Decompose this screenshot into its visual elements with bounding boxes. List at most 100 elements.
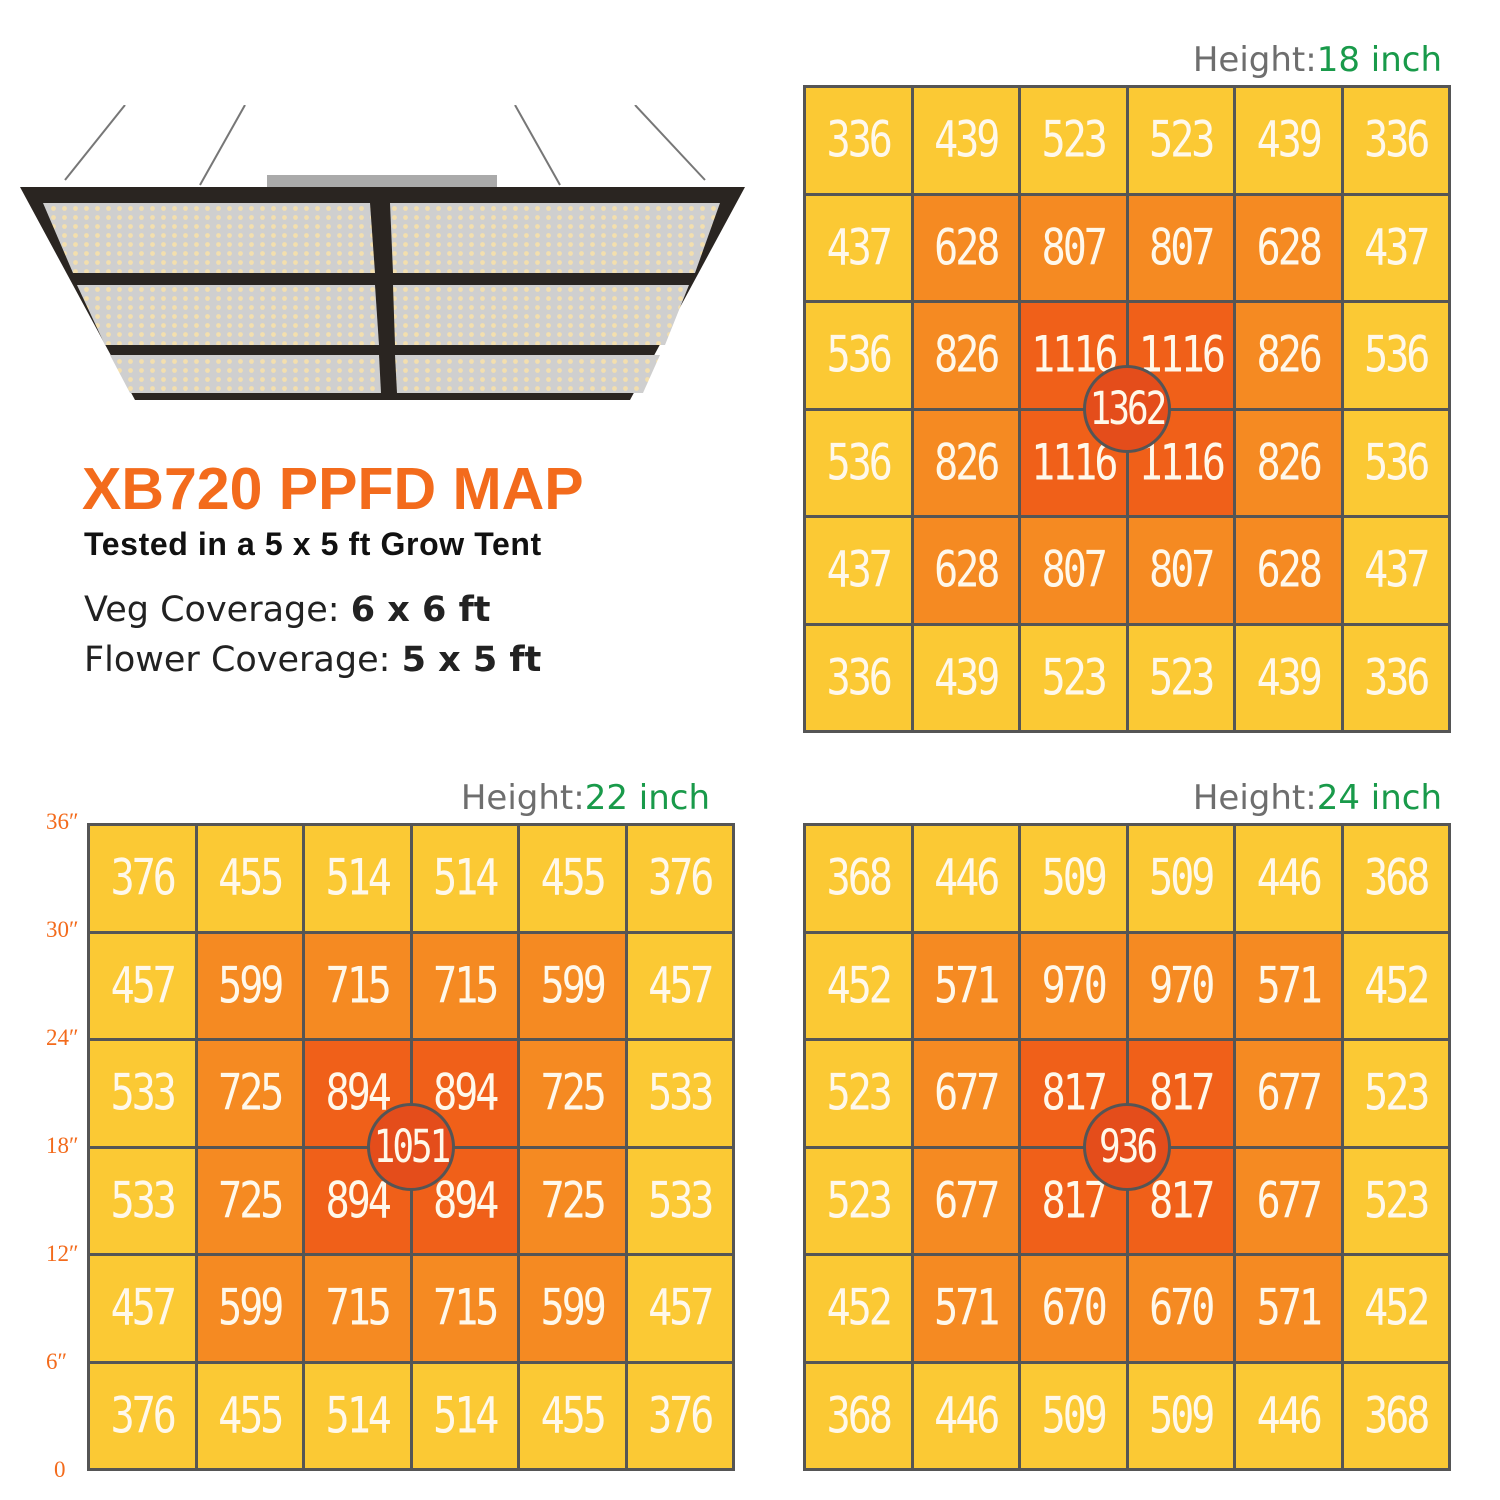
- ppfd-value: 523: [1149, 111, 1215, 170]
- ppfd-cell: 715: [305, 933, 410, 1038]
- ppfd-cell: 523: [1343, 1041, 1448, 1146]
- ppfd-value: 523: [1149, 649, 1215, 707]
- ppfd-cell: 336: [806, 625, 911, 730]
- ppfd-cell: 571: [1236, 1256, 1341, 1361]
- ppfd-value: 452: [826, 957, 893, 1015]
- ppfd-value: 336: [826, 649, 893, 707]
- ppfd-value: 446: [1256, 849, 1323, 908]
- y-tick-label: 12″: [46, 1241, 79, 1266]
- ppfd-cell: 523: [1128, 625, 1233, 730]
- ppfd-value: 817: [1041, 1172, 1108, 1230]
- ppfd-value: 368: [826, 1387, 893, 1445]
- ppfd-value: 446: [934, 1387, 1000, 1445]
- ppfd-value: 894: [433, 1064, 499, 1123]
- ppfd-cell: 725: [197, 1041, 302, 1146]
- ppfd-cell: 446: [913, 826, 1018, 931]
- ppfd-value: 628: [1256, 219, 1323, 277]
- ppfd-value: 571: [1256, 1279, 1323, 1338]
- ppfd-cell: 446: [1236, 1363, 1341, 1468]
- ppfd-value: 807: [1149, 541, 1215, 600]
- ppfd-cell: 677: [1236, 1148, 1341, 1253]
- ppfd-cell: 376: [627, 1363, 732, 1468]
- ppfd-cell: 437: [1343, 518, 1448, 623]
- ppfd-value: 670: [1041, 1279, 1108, 1338]
- ppfd-cell: 807: [1128, 518, 1233, 623]
- ppfd-value: 826: [934, 326, 1000, 385]
- ppfd-cell: 452: [1343, 933, 1448, 1038]
- ppfd-cell: 368: [806, 1363, 911, 1468]
- ppfd-cell: 628: [913, 195, 1018, 300]
- ppfd-value: 439: [934, 111, 1000, 170]
- center-peak-value: 1362: [1083, 365, 1171, 453]
- ppfd-value: 807: [1041, 219, 1108, 277]
- ppfd-cell: 452: [806, 933, 911, 1038]
- ppfd-cell: 457: [90, 933, 195, 1038]
- ppfd-cell: 670: [1128, 1256, 1233, 1361]
- ppfd-value: 817: [1149, 1064, 1215, 1123]
- ppfd-cell: 368: [806, 826, 911, 931]
- ppfd-value: 826: [1256, 326, 1323, 385]
- ppfd-cell: 970: [1128, 933, 1233, 1038]
- ppfd-value: 536: [1364, 326, 1430, 385]
- ppfd-value: 336: [1364, 649, 1430, 707]
- ppfd-value: 894: [433, 1172, 499, 1230]
- ppfd-value: 677: [1256, 1064, 1323, 1123]
- ppfd-value: 894: [325, 1172, 392, 1230]
- center-value-text: 1051: [373, 1121, 452, 1173]
- ppfd-value: 523: [1041, 111, 1108, 170]
- ppfd-cell: 437: [1343, 195, 1448, 300]
- ppfd-cell: 523: [806, 1041, 911, 1146]
- ppfd-cell: 439: [913, 625, 1018, 730]
- center-value-text: 1362: [1089, 383, 1168, 435]
- ppfd-cell: 514: [305, 1363, 410, 1468]
- ppfd-cell: 455: [197, 1363, 302, 1468]
- ppfd-value: 807: [1149, 219, 1215, 277]
- ppfd-value: 437: [1364, 219, 1430, 277]
- height-prefix: Height:: [1192, 778, 1317, 818]
- ppfd-cell: 457: [627, 933, 732, 1038]
- ppfd-value: 599: [218, 957, 284, 1015]
- ppfd-cell: 455: [197, 826, 302, 931]
- page-title: XB720 PPFD MAP: [82, 456, 584, 522]
- ppfd-cell: 599: [520, 1256, 625, 1361]
- ppfd-value: 725: [540, 1172, 607, 1230]
- ppfd-cell: 536: [806, 410, 911, 515]
- height-prefix: Height:: [460, 778, 585, 818]
- ppfd-value: 536: [826, 326, 893, 385]
- ppfd-cell: 533: [90, 1148, 195, 1253]
- ppfd-value: 452: [1364, 957, 1430, 1015]
- ppfd-cell: 725: [520, 1041, 625, 1146]
- ppfd-cell: 523: [806, 1148, 911, 1253]
- veg-coverage-label: Veg Coverage:: [84, 590, 340, 630]
- ppfd-cell: 523: [1021, 625, 1126, 730]
- ppfd-cell: 376: [627, 826, 732, 931]
- ppfd-cell: 533: [627, 1041, 732, 1146]
- ppfd-value: 599: [540, 957, 607, 1015]
- ppfd-cell: 336: [806, 88, 911, 193]
- ppfd-value: 571: [934, 1279, 1000, 1338]
- ppfd-cell: 452: [806, 1256, 911, 1361]
- height-label-18: Height:18 inch: [1193, 40, 1442, 80]
- ppfd-value: 368: [1364, 849, 1430, 908]
- ppfd-cell: 457: [627, 1256, 732, 1361]
- ppfd-cell: 628: [913, 518, 1018, 623]
- ppfd-value: 523: [826, 1064, 893, 1123]
- ppfd-value: 514: [433, 849, 499, 908]
- ppfd-value: 725: [218, 1172, 284, 1230]
- ppfd-value: 336: [1364, 111, 1430, 170]
- ppfd-cell: 509: [1128, 1363, 1233, 1468]
- flower-coverage: Flower Coverage: 5 x 5 ft: [84, 640, 541, 680]
- ppfd-cell: 437: [806, 518, 911, 623]
- ppfd-cell: 536: [806, 303, 911, 408]
- ppfd-value: 599: [540, 1279, 607, 1338]
- ppfd-cell: 817: [1128, 1041, 1233, 1146]
- ppfd-cell: 452: [1343, 1256, 1448, 1361]
- ppfd-value: 628: [934, 541, 1000, 600]
- ppfd-value: 970: [1041, 957, 1108, 1015]
- ppfd-cell: 571: [913, 933, 1018, 1038]
- ppfd-cell: 533: [627, 1148, 732, 1253]
- ppfd-value: 514: [433, 1387, 499, 1445]
- ppfd-cell: 376: [90, 1363, 195, 1468]
- height-value: 18 inch: [1316, 40, 1442, 80]
- ppfd-cell: 571: [913, 1256, 1018, 1361]
